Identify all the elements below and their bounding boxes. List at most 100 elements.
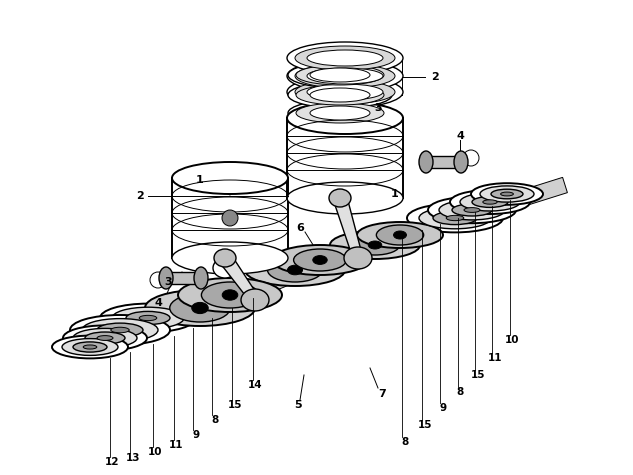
Ellipse shape xyxy=(419,151,433,173)
Ellipse shape xyxy=(272,245,368,275)
Text: 6: 6 xyxy=(296,223,304,233)
Ellipse shape xyxy=(452,204,492,216)
Ellipse shape xyxy=(501,192,513,196)
Ellipse shape xyxy=(394,231,406,239)
Ellipse shape xyxy=(126,312,170,324)
Text: 2: 2 xyxy=(136,191,144,201)
Ellipse shape xyxy=(310,68,370,82)
Ellipse shape xyxy=(82,319,158,342)
Ellipse shape xyxy=(428,197,516,223)
Ellipse shape xyxy=(407,204,503,232)
Ellipse shape xyxy=(192,303,208,314)
Text: 15: 15 xyxy=(418,420,432,430)
Ellipse shape xyxy=(287,42,403,74)
Ellipse shape xyxy=(310,106,370,120)
Ellipse shape xyxy=(63,325,147,351)
Ellipse shape xyxy=(464,208,480,212)
Bar xyxy=(166,272,201,284)
Ellipse shape xyxy=(287,76,403,108)
Text: 11: 11 xyxy=(488,353,502,363)
Ellipse shape xyxy=(73,328,137,348)
Text: 8: 8 xyxy=(456,387,463,397)
Ellipse shape xyxy=(377,225,423,245)
Ellipse shape xyxy=(52,336,128,359)
Text: 11: 11 xyxy=(169,440,183,450)
Ellipse shape xyxy=(419,207,491,229)
Ellipse shape xyxy=(194,267,208,289)
Ellipse shape xyxy=(85,332,125,344)
Ellipse shape xyxy=(330,231,420,259)
Ellipse shape xyxy=(295,46,395,70)
Ellipse shape xyxy=(222,210,238,226)
Ellipse shape xyxy=(159,267,173,289)
Ellipse shape xyxy=(433,211,477,225)
Ellipse shape xyxy=(97,336,113,341)
Polygon shape xyxy=(334,196,363,259)
Text: 10: 10 xyxy=(147,447,162,457)
Ellipse shape xyxy=(201,282,259,308)
Ellipse shape xyxy=(295,80,395,104)
Ellipse shape xyxy=(460,193,520,211)
Ellipse shape xyxy=(70,315,170,345)
Text: 9: 9 xyxy=(192,430,199,440)
Ellipse shape xyxy=(288,100,392,126)
Text: 8: 8 xyxy=(401,437,409,447)
Text: 12: 12 xyxy=(104,457,119,467)
Text: 8: 8 xyxy=(211,415,218,425)
Ellipse shape xyxy=(450,190,530,214)
Ellipse shape xyxy=(97,323,143,337)
Ellipse shape xyxy=(100,304,196,332)
Polygon shape xyxy=(217,271,288,313)
Ellipse shape xyxy=(222,290,238,300)
Ellipse shape xyxy=(172,242,288,274)
Text: 9: 9 xyxy=(439,403,446,413)
Text: 4: 4 xyxy=(456,131,464,141)
Polygon shape xyxy=(332,235,388,269)
Ellipse shape xyxy=(178,278,282,312)
Ellipse shape xyxy=(268,258,322,282)
Ellipse shape xyxy=(287,60,403,92)
Ellipse shape xyxy=(241,289,269,311)
Ellipse shape xyxy=(357,222,443,248)
Ellipse shape xyxy=(471,183,543,205)
Text: 14: 14 xyxy=(248,380,262,390)
Text: 13: 13 xyxy=(126,453,141,463)
Ellipse shape xyxy=(287,182,403,214)
Ellipse shape xyxy=(139,315,157,321)
Text: 7: 7 xyxy=(378,389,386,399)
Text: 1: 1 xyxy=(391,189,399,199)
Ellipse shape xyxy=(344,247,372,269)
Ellipse shape xyxy=(307,84,383,100)
Ellipse shape xyxy=(313,256,327,265)
Ellipse shape xyxy=(296,65,384,85)
Ellipse shape xyxy=(287,265,303,275)
Ellipse shape xyxy=(307,50,383,66)
Ellipse shape xyxy=(214,249,236,267)
Text: 5: 5 xyxy=(294,400,302,410)
Ellipse shape xyxy=(310,88,370,102)
Ellipse shape xyxy=(294,249,346,271)
Polygon shape xyxy=(458,177,567,226)
Ellipse shape xyxy=(296,103,384,123)
Ellipse shape xyxy=(172,162,288,194)
Ellipse shape xyxy=(295,64,395,88)
Ellipse shape xyxy=(62,339,118,355)
Text: 10: 10 xyxy=(505,335,519,345)
Ellipse shape xyxy=(439,200,505,220)
Ellipse shape xyxy=(145,290,255,326)
Ellipse shape xyxy=(480,186,534,202)
Ellipse shape xyxy=(329,189,351,207)
Polygon shape xyxy=(219,254,259,303)
Text: 3: 3 xyxy=(374,103,382,113)
Ellipse shape xyxy=(170,294,230,322)
Ellipse shape xyxy=(483,200,497,204)
Ellipse shape xyxy=(350,235,400,255)
Text: 15: 15 xyxy=(228,400,242,410)
Ellipse shape xyxy=(491,189,523,199)
Ellipse shape xyxy=(454,151,468,173)
Text: 2: 2 xyxy=(431,72,439,82)
Polygon shape xyxy=(82,308,151,352)
Ellipse shape xyxy=(287,102,403,134)
Ellipse shape xyxy=(446,215,464,221)
Ellipse shape xyxy=(213,258,237,278)
